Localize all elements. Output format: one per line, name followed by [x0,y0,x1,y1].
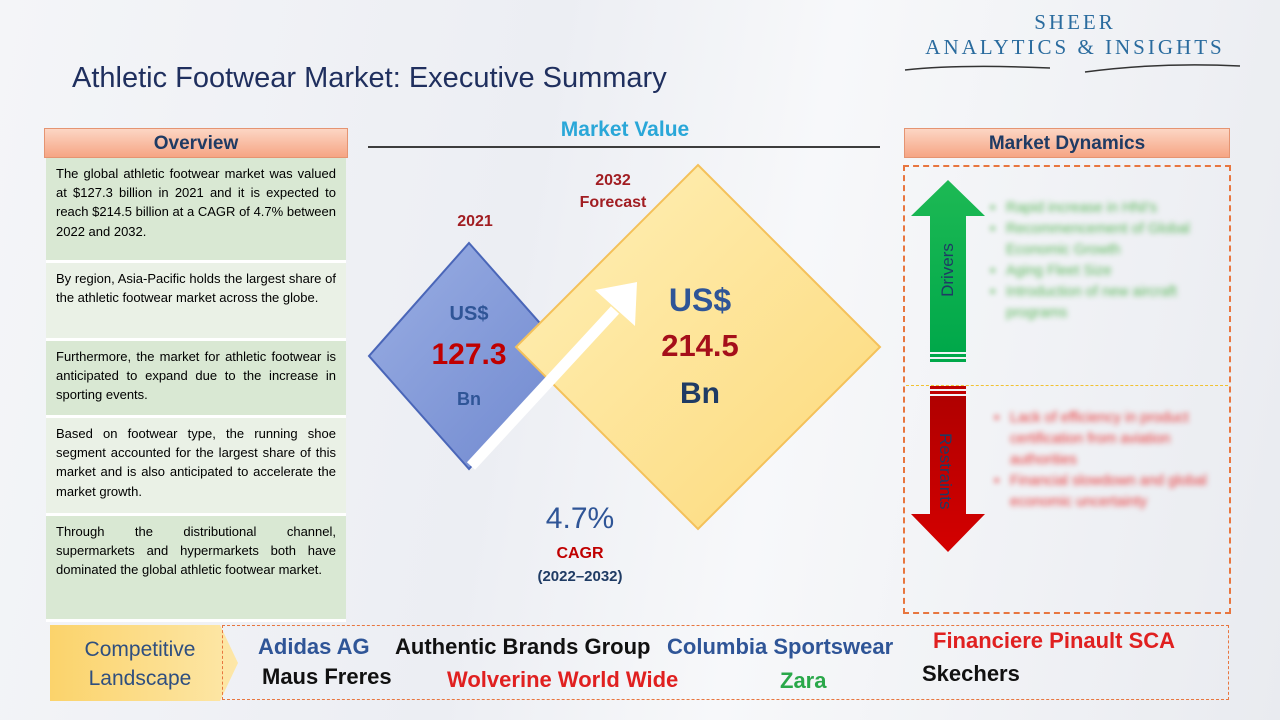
market-value-header: Market Value [560,118,690,141]
company-name: Wolverine World Wide [447,667,679,692]
competitive-landscape-line2: Landscape [88,667,192,690]
company-name: Columbia Sportswear [667,634,894,659]
competitive-landscape-box [222,625,1229,700]
value-2021-unit: Bn [457,389,481,409]
cagr-label: CAGR [556,545,604,562]
year-2032-year: 2032 [595,172,631,189]
overview-item: The global athletic footwear market was … [46,158,346,263]
brand-line1: SHEER [1034,10,1116,34]
company-name: Authentic Brands Group [395,634,651,659]
driver-item: Recommencement of Global Economic Growth [990,219,1212,261]
company-name: Zara [780,668,827,693]
company-name: Maus Freres [262,664,392,689]
restraints-list: Lack of efficiency in product certificat… [994,408,1216,513]
cagr-value: 4.7% [545,502,615,535]
drivers-arrow-up-icon [911,180,985,362]
value-2021-currency: US$ [449,303,489,325]
competitive-landscape-line1: Competitive [84,638,196,661]
market-dynamics-header: Market Dynamics [904,128,1230,158]
market-dynamics-box [903,165,1231,614]
value-2021-amount: 127.3 [431,338,507,371]
restraint-item: Lack of efficiency in product certificat… [994,408,1216,471]
competitive-landscape-chevron [50,625,238,701]
value-2032-unit: Bn [680,377,720,410]
overview-item: Through the distributional channel, supe… [46,516,346,622]
market-value-divider [368,146,880,148]
value-2032-amount: 214.5 [661,328,739,363]
company-name: Skechers [922,661,1020,686]
page-title: Athletic Footwear Market: Executive Summ… [72,62,667,94]
overview-header: Overview [44,128,348,158]
driver-item: Aging Fleet Size [990,261,1212,282]
market-dynamics-divider [906,385,1228,386]
year-2021-label: 2021 [457,213,493,230]
overview-item: By region, Asia-Pacific holds the larges… [46,263,346,341]
driver-item: Rapid increase in HNI's [990,198,1212,219]
drivers-list: Rapid increase in HNI's Recommencement o… [990,198,1212,324]
restraint-item: Financial slowdown and global economic u… [994,471,1216,513]
brand-line2: ANALYTICS & INSIGHTS [925,35,1225,59]
overview-item: Based on footwear type, the running shoe… [46,418,346,516]
drivers-label: Drivers [938,243,957,297]
brand-logo: SHEER ANALYTICS & INSIGHTS [900,8,1250,78]
restraints-arrow-down-icon [911,386,985,552]
growth-arrow-icon [466,282,637,470]
competitive-landscape-label: Competitive Landscape [58,635,222,693]
cagr-period: (2022–2032) [537,568,623,585]
company-name: Financiere Pinault SCA [933,628,1176,653]
restraints-label: Restraints [936,433,955,510]
year-2032-forecast: Forecast [579,194,647,211]
overview-item: Furthermore, the market for athletic foo… [46,341,346,418]
company-name: Adidas AG [258,634,370,659]
value-2032-currency: US$ [668,282,732,318]
logo-swoosh-icon [904,64,1241,73]
driver-item: Introduction of new aircraft programs [990,282,1212,324]
diamond-2032 [514,163,882,531]
year-2032-label: 2032 Forecast [560,170,666,214]
